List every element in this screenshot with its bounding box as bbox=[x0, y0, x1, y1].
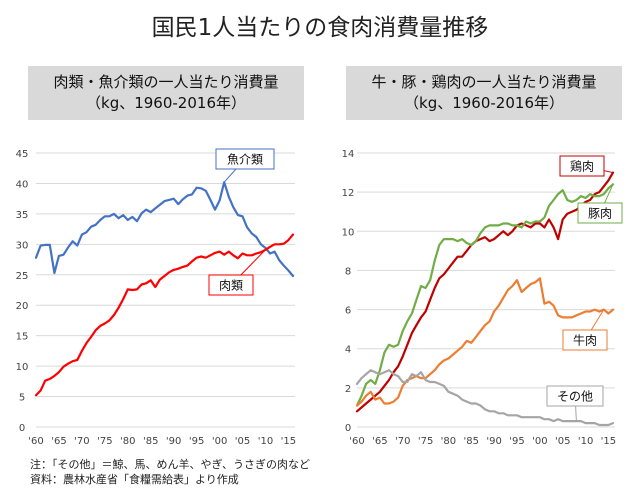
right-series-line-2 bbox=[355, 277, 615, 407]
left-chart-title-line2: （kg、1960-2016年） bbox=[86, 94, 246, 112]
left-xtick-label: '80 bbox=[120, 436, 135, 447]
annotation-meat-label: 肉類 bbox=[219, 279, 243, 293]
left-xtick-label: '65 bbox=[51, 436, 66, 447]
left-ytick-label: 45 bbox=[16, 149, 29, 160]
left-ytick-label: 25 bbox=[16, 271, 29, 282]
left-xtick-label: '00 bbox=[212, 436, 227, 447]
left-xtick-label: '05 bbox=[235, 436, 250, 447]
right-series-line-1 bbox=[355, 183, 615, 407]
left-xtick-label: '10 bbox=[258, 436, 273, 447]
annotation-chicken-label: 鶏肉 bbox=[570, 160, 594, 174]
right-chart-title-line2: （kg、1960-2016年） bbox=[404, 94, 564, 112]
annotation-beef-box bbox=[562, 329, 608, 351]
right-xtick-label: '65 bbox=[372, 436, 387, 447]
left-xtick-label: '70 bbox=[74, 436, 89, 447]
left-ytick-label: 30 bbox=[16, 240, 29, 251]
right-xtick-label: '00 bbox=[532, 436, 547, 447]
right-ytick-label: 2 bbox=[345, 384, 351, 395]
right-ytick-label: 10 bbox=[342, 227, 355, 238]
page-title: 国民1人当たりの食肉消費量推移 bbox=[151, 15, 489, 41]
right-ytick-label: 6 bbox=[345, 306, 351, 317]
annotation-chicken-box bbox=[559, 155, 605, 177]
left-xtick-label: '85 bbox=[143, 436, 158, 447]
annotation-meat-box bbox=[208, 274, 254, 296]
right-xtick-label: '95 bbox=[509, 436, 524, 447]
footnote: 注：「その他」＝鯨、馬、めん羊、やぎ、うさぎの肉など bbox=[30, 458, 310, 471]
right-chart-title-line1: 牛・豚・鶏肉の一人当たり消費量 bbox=[371, 73, 597, 91]
source-note: 資料：農林水産省「食糧需給表」より作成 bbox=[30, 473, 239, 486]
annotation-beef-label: 牛肉 bbox=[573, 333, 597, 348]
right-xtick-label: '80 bbox=[441, 436, 456, 447]
right-ytick-label: 12 bbox=[342, 188, 355, 199]
left-xtick-label: '75 bbox=[97, 436, 112, 447]
left-chart-title-line1: 肉類・魚介類の一人当たり消費量 bbox=[53, 73, 279, 91]
right-ytick-label: 4 bbox=[345, 345, 351, 356]
left-ytick-label: 15 bbox=[16, 332, 29, 343]
right-xtick-label: '05 bbox=[555, 436, 570, 447]
right-ytick-label: 0 bbox=[345, 423, 351, 434]
right-xtick-label: '10 bbox=[578, 436, 593, 447]
right-ytick-label: 8 bbox=[345, 266, 351, 277]
right-chart-title: 牛・豚・鶏肉の一人当たり消費量 （kg、1960-2016年） bbox=[346, 66, 622, 120]
left-ytick-label: 5 bbox=[19, 393, 25, 404]
annotation-other-box bbox=[546, 385, 604, 407]
annotation-pork-box bbox=[577, 202, 623, 224]
left-ytick-label: 35 bbox=[16, 210, 29, 221]
left-chart-title: 肉類・魚介類の一人当たり消費量 （kg、1960-2016年） bbox=[28, 66, 304, 120]
right-xtick-label: '85 bbox=[464, 436, 479, 447]
left-xtick-label: '95 bbox=[189, 436, 204, 447]
annotation-fish-box bbox=[215, 148, 275, 170]
right-xtick-label: '90 bbox=[486, 436, 501, 447]
annotation-pork-label: 豚肉 bbox=[588, 207, 612, 221]
left-ytick-label: 10 bbox=[16, 362, 29, 373]
right-xtick-label: '70 bbox=[395, 436, 410, 447]
right-series-line-3 bbox=[355, 369, 615, 427]
left-xtick-label: '90 bbox=[166, 436, 181, 447]
right-xtick-label: '15 bbox=[601, 436, 616, 447]
right-series-line-0 bbox=[355, 171, 615, 413]
left-ytick-label: 0 bbox=[19, 423, 25, 434]
left-series-line-1 bbox=[34, 233, 295, 397]
left-ytick-label: 40 bbox=[16, 179, 29, 190]
left-xtick-label: '60 bbox=[28, 436, 43, 447]
left-xtick-label: '15 bbox=[281, 436, 296, 447]
right-ytick-label: 14 bbox=[342, 149, 355, 160]
right-xtick-label: '75 bbox=[418, 436, 433, 447]
right-xtick-label: '60 bbox=[349, 436, 364, 447]
annotation-other-label: その他 bbox=[557, 390, 593, 404]
left-ytick-label: 20 bbox=[16, 301, 29, 312]
left-series-line-0 bbox=[34, 181, 295, 278]
annotation-fish-label: 魚介類 bbox=[227, 153, 263, 167]
